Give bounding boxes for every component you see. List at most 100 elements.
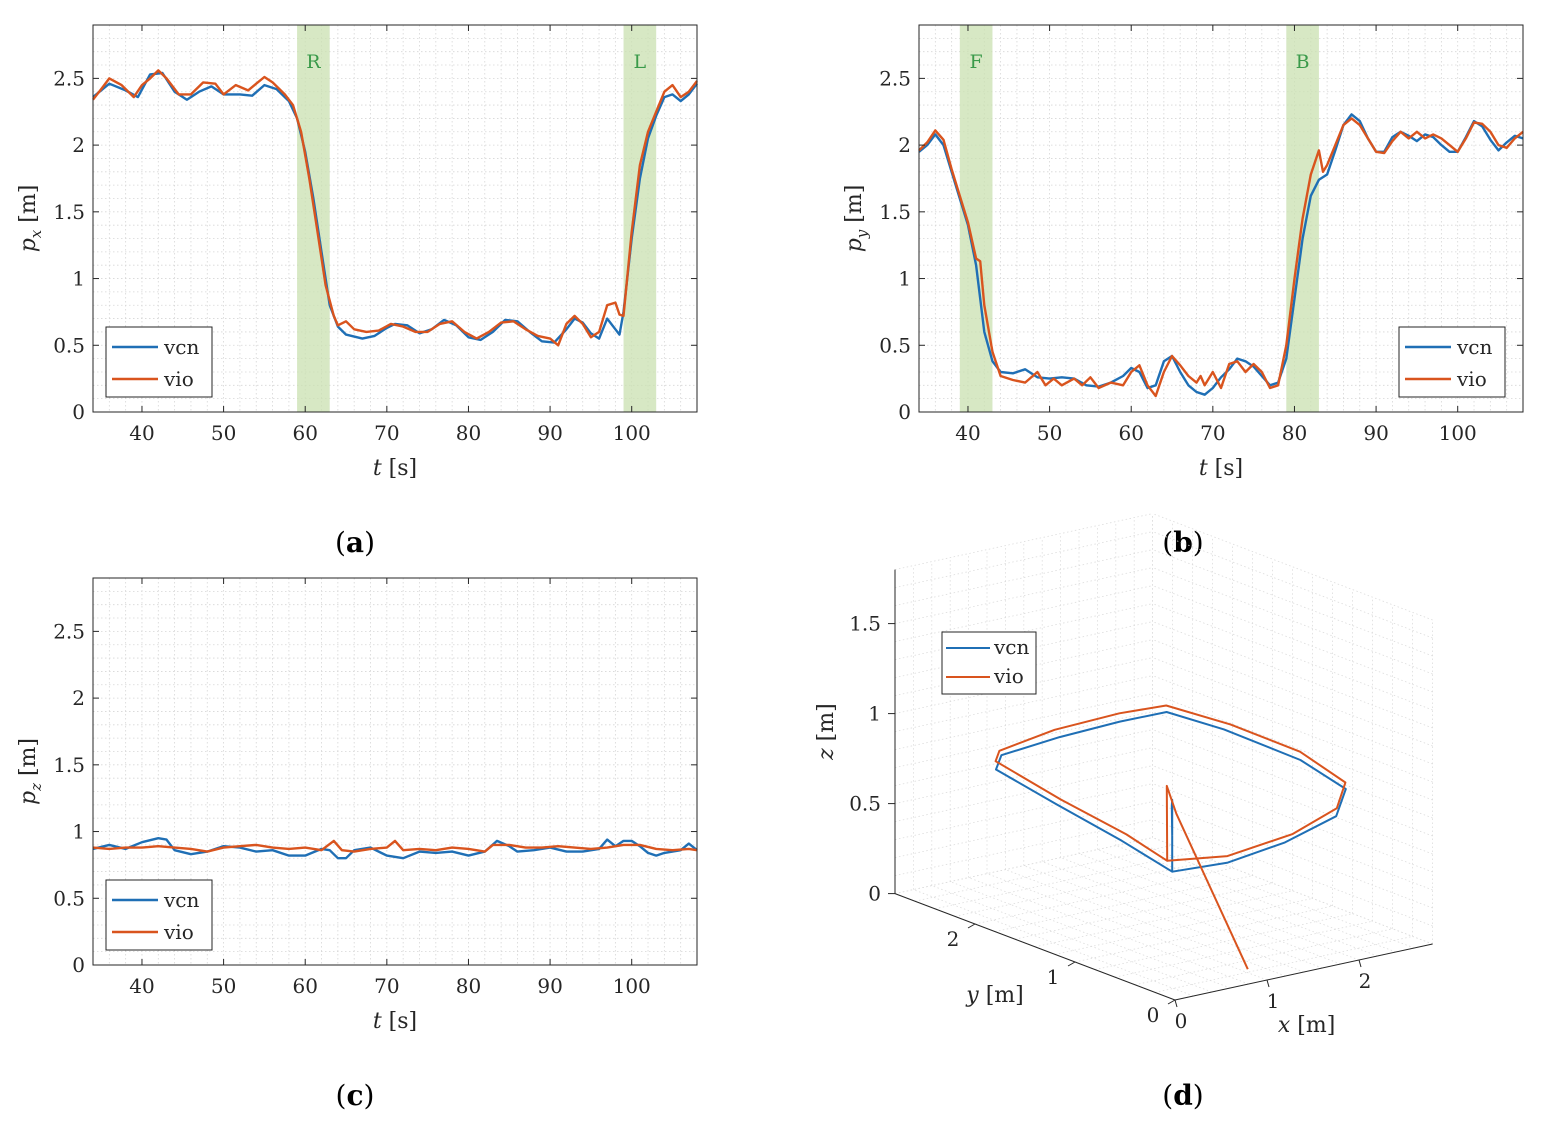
z-tick-label: 0 xyxy=(868,882,881,906)
x-tick-mark xyxy=(1266,979,1270,988)
back-wall-grid-z xyxy=(894,747,1153,804)
caption-b-letter: b xyxy=(1173,526,1193,559)
x-tick-label: 60 xyxy=(292,421,317,445)
panel-a: R L 40 50 60 70 80 90 100 0 0.5 1 1.5 2 2.5 t [s] px [m]… xyxy=(16,24,698,481)
x-axis-label: x [m] xyxy=(1278,1013,1335,1038)
series-line-vcn xyxy=(92,837,698,860)
x-tick-label: 40 xyxy=(955,421,980,445)
x-axis-label-main: x xyxy=(1278,1013,1291,1038)
z-tick-label: 0.5 xyxy=(849,792,881,816)
legend-box xyxy=(105,879,213,951)
band-label-L: L xyxy=(634,51,647,73)
x-tick-label: 70 xyxy=(374,974,399,998)
y-tick-label: 1 xyxy=(72,267,85,291)
legend-label-vcn: vcn xyxy=(163,335,200,359)
floor-grid-y xyxy=(1134,928,1393,986)
y-tick-mark xyxy=(1067,961,1076,967)
x-axis-label-unit: [s] xyxy=(382,1009,417,1034)
y-tick-label: 0 xyxy=(898,400,911,424)
axes-box xyxy=(918,24,1524,413)
grid-3d xyxy=(894,513,1433,1001)
y-axis-label-main: p xyxy=(16,791,41,805)
z-axis-label: z [m] xyxy=(814,703,839,761)
y-axis-label-sub: z xyxy=(27,783,45,792)
x-axis-label: t [s] xyxy=(1199,456,1243,481)
legend: vcn vio xyxy=(105,326,213,398)
legend-box xyxy=(1398,326,1506,398)
y-tick-label: 2.5 xyxy=(53,619,85,643)
legend-label-vcn: vcn xyxy=(1456,335,1493,359)
axes-box xyxy=(92,24,698,413)
panel-c: 40 50 60 70 80 90 100 0 0.5 1 1.5 2 2.5 t [s] pz [m] vc… xyxy=(16,577,698,1034)
x-tick-label: 80 xyxy=(456,974,481,998)
floor-grid-y xyxy=(1034,890,1293,948)
y-axis-label-unit: [m] xyxy=(842,185,867,230)
x-tick-label: 1 xyxy=(1267,989,1280,1013)
legend-label-vio: vio xyxy=(1456,367,1487,391)
x-tick-label: 70 xyxy=(1200,421,1225,445)
y-axis-label: px [m] xyxy=(16,185,45,253)
y-axis-label-unit: [m] xyxy=(16,185,41,230)
y-tick-mark xyxy=(1167,999,1176,1005)
y-tick-label: 2 xyxy=(72,686,85,710)
caption-a: (a) xyxy=(335,526,375,559)
y-tick-label: 1.5 xyxy=(879,200,911,224)
y-axis-label-sub: y xyxy=(853,229,871,239)
x-axis-label-main: t xyxy=(373,1009,382,1034)
floor-grid-x xyxy=(1097,849,1378,957)
y-tick-label: 2 xyxy=(898,133,911,157)
series-line-vio xyxy=(92,839,698,853)
back-wall-grid-z xyxy=(894,783,1153,840)
floor-grid-x xyxy=(1115,845,1396,953)
floor-grid-y xyxy=(1074,905,1333,963)
y-tick-label: 0.5 xyxy=(879,333,911,357)
z-tick-label: 1.5 xyxy=(849,612,881,636)
x-tick-label: 70 xyxy=(374,421,399,445)
y-axis-label-main: p xyxy=(16,238,41,252)
caption-a-text: (a) xyxy=(335,526,375,559)
x-axis-line xyxy=(1174,943,1433,1001)
y-tick-label: 2.5 xyxy=(53,66,85,90)
y-tick-label: 1 xyxy=(72,820,85,844)
z-axis-label-main: z xyxy=(814,748,839,761)
x-tick-label: 50 xyxy=(211,974,236,998)
x-tick-label: 50 xyxy=(211,421,236,445)
x-axis-label-unit: [s] xyxy=(382,456,417,481)
floor-grid-y xyxy=(914,844,1173,902)
z-axis-label-unit: [m] xyxy=(814,703,839,748)
y-tick-label: 0 xyxy=(72,953,85,977)
caption-b: (b) xyxy=(1162,526,1203,559)
x-axis-label-unit: [m] xyxy=(1290,1013,1335,1038)
z-tick-label: 1 xyxy=(868,702,881,726)
x-tick-label: 80 xyxy=(456,421,481,445)
x-axis-label: t [s] xyxy=(373,1009,417,1034)
legend: vcn vio xyxy=(941,631,1037,695)
x-axis-label-main: t xyxy=(1199,456,1208,481)
y-tick-label: 0.5 xyxy=(53,333,85,357)
side-wall-grid-z xyxy=(1152,819,1433,927)
y-axis-label-main: y xyxy=(965,983,979,1008)
band-label-B: B xyxy=(1296,51,1310,73)
x-tick-label: 90 xyxy=(537,974,562,998)
band-R xyxy=(297,25,330,412)
legend: vcn vio xyxy=(1398,326,1506,398)
y-axis-label-main: p xyxy=(842,238,867,252)
x-tick-label: 60 xyxy=(1118,421,1143,445)
axes-box xyxy=(92,577,698,966)
x-tick-label: 100 xyxy=(1439,421,1477,445)
legend: vcn vio xyxy=(105,879,213,951)
y-tick-mark xyxy=(967,923,976,929)
y-tick-label: 0 xyxy=(1147,1003,1160,1027)
grid xyxy=(92,577,698,966)
x-axis-label-main: t xyxy=(373,456,382,481)
legend-box xyxy=(941,631,1037,695)
back-wall-grid-z xyxy=(894,531,1153,588)
floor-grid-y xyxy=(1094,913,1353,970)
y-axis-label: pz [m] xyxy=(16,738,45,805)
band-label-R: R xyxy=(306,51,321,73)
floor-grid-x xyxy=(1023,865,1304,973)
floor-grid-x xyxy=(968,877,1249,985)
caption-b-text: (b) xyxy=(1162,526,1203,559)
